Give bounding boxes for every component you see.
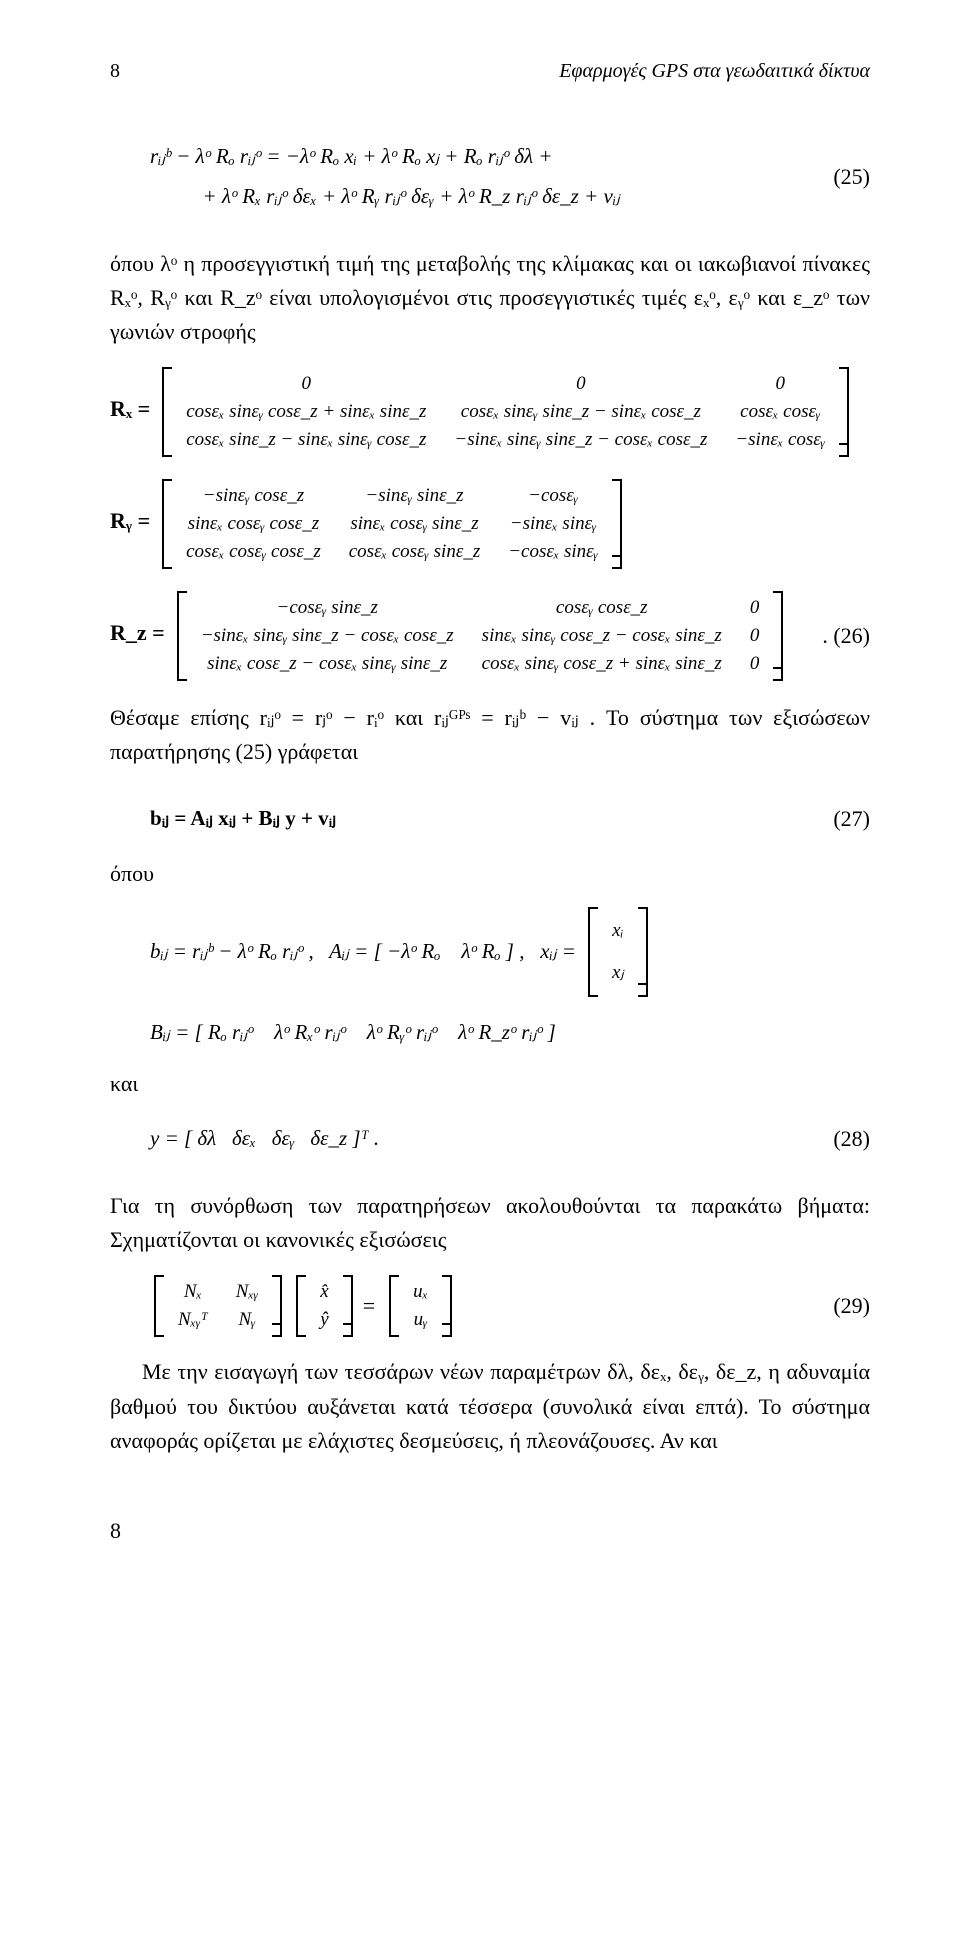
matrix-cell: cosεₓ cosεᵧ sinε_z (349, 541, 480, 563)
matrix-Rz-row: R_z = −cosεᵧ sinε_z cosεᵧ cosε_z 0 −sinεₓ s… (110, 589, 870, 683)
paragraph-1: όπου λᵒ η προσεγγιστική τιμή της μεταβολ… (110, 247, 870, 349)
matrix-cell: xⱼ (612, 955, 624, 991)
matrix-Ry: Rᵧ = −sinεᵧ cosε_z −sinεᵧ sinε_z −cosεᵧ sin… (110, 477, 870, 571)
eq27-text: bᵢⱼ = Aᵢⱼ xᵢⱼ + Bᵢⱼ y + vᵢⱼ (150, 799, 821, 839)
matrix-cell: 0 (735, 373, 825, 395)
matrix-cell: −sinεₓ sinεᵧ (508, 513, 598, 535)
equation-27: bᵢⱼ = Aᵢⱼ xᵢⱼ + Bᵢⱼ y + vᵢⱼ (27) (110, 785, 870, 853)
matrix-cell: cosεₓ sinεᵧ sinε_z − sinεₓ cosε_z (454, 401, 707, 423)
matrix-cell: ŷ (320, 1309, 328, 1331)
Bij-line: Bᵢⱼ = [ Rₒ rᵢⱼᵒ λᵒ Rₓᵒ rᵢⱼᵒ λᵒ Rᵧᵒ rᵢⱼᵒ … (150, 1013, 870, 1053)
eq25-line1: rᵢⱼᵇ − λᵒ Rₒ rᵢⱼᵒ = −λᵒ Rₒ xᵢ + λᵒ Rₒ xⱼ… (150, 137, 821, 177)
matrix-cell: cosεₓ sinε_z − sinεₓ sinεᵧ cosε_z (186, 429, 426, 451)
eq25-number: (25) (821, 164, 870, 190)
equation-25: rᵢⱼᵇ − λᵒ Rₒ rᵢⱼᵒ = −λᵒ Rₒ xᵢ + λᵒ Rₒ xⱼ… (110, 123, 870, 231)
matrix-cell: −sinεᵧ sinε_z (349, 485, 480, 507)
matrix-cell: sinεₓ cosε_z − cosεₓ sinεᵧ sinε_z (201, 653, 454, 675)
matrix-cell: 0 (186, 373, 426, 395)
paragraph-2: Θέσαμε επίσης rᵢⱼᵒ = rⱼᵒ − rᵢᵒ και rᵢⱼᴳᴾ… (110, 701, 870, 769)
matrix-cell: 0 (454, 373, 707, 395)
xij-vector: xᵢ xⱼ (588, 907, 648, 997)
matrix-cell: sinεₓ sinεᵧ cosε_z − cosεₓ sinε_z (482, 625, 722, 647)
matrix-cell: −sinεₓ sinεᵧ sinε_z − cosεₓ cosε_z (201, 625, 454, 647)
equation-29: Nₓ Nₓᵧ Nₓᵧᵀ Nᵧ x̂ ŷ = uₓ uᵧ (29) (150, 1273, 870, 1339)
matrix-cell: uₓ (413, 1281, 428, 1303)
matrix-cell: cosεᵧ cosε_z (482, 597, 722, 619)
eq29-m3: uₓ uᵧ (389, 1275, 452, 1337)
matrix-cell: −cosεᵧ (508, 485, 598, 507)
and-label: και (110, 1067, 870, 1101)
page-number-bottom: 8 (110, 1518, 870, 1544)
matrix-Rx: Rₓ = 0 0 0 cosεₓ sinεᵧ cosε_z + sinεₓ sinε_… (110, 365, 870, 459)
matrix-cell: −sinεₓ sinεᵧ sinε_z − cosεₓ cosε_z (454, 429, 707, 451)
matrix-cell: x̂ (320, 1281, 328, 1303)
matrix-cell: cosεₓ sinεᵧ cosε_z + sinεₓ sinε_z (186, 401, 426, 423)
matrix-cell: uᵧ (413, 1309, 428, 1331)
Rx-matrix: 0 0 0 cosεₓ sinεᵧ cosε_z + sinεₓ sinε_z cosε… (162, 367, 849, 457)
matrix-cell: sinεₓ cosεᵧ sinε_z (349, 513, 480, 535)
matrix-cell: 0 (750, 653, 760, 675)
eq28-number: (28) (821, 1126, 870, 1152)
matrix-cell: Nₓᵧᵀ (178, 1309, 208, 1331)
eq29-equals: = (363, 1293, 375, 1319)
eq29-number: (29) (821, 1293, 870, 1319)
matrix-cell: −sinεᵧ cosε_z (186, 485, 321, 507)
Rz-matrix: −cosεᵧ sinε_z cosεᵧ cosε_z 0 −sinεₓ sinεᵧ s… (177, 591, 784, 681)
bij-text: bᵢⱼ = rᵢⱼᵇ − λᵒ Rₒ rᵢⱼᵒ , Aᵢⱼ = [ −λᵒ Rₒ… (150, 932, 576, 972)
matrix-cell: −sinεₓ cosεᵧ (735, 429, 825, 451)
Ry-matrix: −sinεᵧ cosε_z −sinεᵧ sinε_z −cosεᵧ sinεₓ co… (162, 479, 622, 569)
header-title: Εφαρμογές GPS στα γεωδαιτικά δίκτυα (559, 60, 870, 83)
Rz-lead: R_z = (110, 620, 165, 645)
Rx-lead: Rₓ = (110, 396, 150, 421)
matrix-cell: sinεₓ cosεᵧ cosε_z (186, 513, 321, 535)
header-row: 8 Εφαρμογές GPS στα γεωδαιτικά δίκτυα (110, 60, 870, 83)
matrix-cell: −cosεᵧ sinε_z (201, 597, 454, 619)
matrix-cell: cosεₓ sinεᵧ cosε_z + sinεₓ sinε_z (482, 653, 722, 675)
bij-line: bᵢⱼ = rᵢⱼᵇ − λᵒ Rₒ rᵢⱼᵒ , Aᵢⱼ = [ −λᵒ Rₒ… (150, 905, 870, 999)
page-number-top: 8 (110, 60, 120, 83)
eq28-text: y = [ δλ δεₓ δεᵧ δε_z ]ᵀ . (150, 1119, 821, 1159)
eq29-m2: x̂ ŷ (296, 1275, 352, 1337)
eq26-number: . (26) (810, 623, 870, 649)
matrix-cell: 0 (750, 625, 760, 647)
matrix-cell: Nᵧ (236, 1309, 258, 1331)
equation-28: y = [ δλ δεₓ δεᵧ δε_z ]ᵀ . (28) (110, 1105, 870, 1173)
eq27-number: (27) (821, 806, 870, 832)
matrix-cell: cosεₓ cosεᵧ (735, 401, 825, 423)
matrix-cell: xᵢ (612, 913, 624, 949)
paragraph-4: Με την εισαγωγή των τεσσάρων νέων παραμέ… (110, 1355, 870, 1457)
eq25-line2: + λᵒ Rₓ rᵢⱼᵒ δεₓ + λᵒ Rᵧ rᵢⱼᵒ δεᵧ + λᵒ R… (150, 177, 821, 217)
matrix-cell: Nₓ (178, 1281, 208, 1303)
matrix-cell: −cosεₓ sinεᵧ (508, 541, 598, 563)
eq29-m1: Nₓ Nₓᵧ Nₓᵧᵀ Nᵧ (154, 1275, 282, 1337)
paragraph-3: Για τη συνόρθωση των παρατηρήσεων ακολου… (110, 1189, 870, 1257)
matrix-cell: 0 (750, 597, 760, 619)
matrix-cell: cosεₓ cosεᵧ cosε_z (186, 541, 321, 563)
matrix-cell: Nₓᵧ (236, 1281, 258, 1303)
where-label: όπου (110, 857, 870, 891)
Ry-lead: Rᵧ = (110, 508, 150, 533)
page: 8 Εφαρμογές GPS στα γεωδαιτικά δίκτυα rᵢ… (0, 0, 960, 1604)
